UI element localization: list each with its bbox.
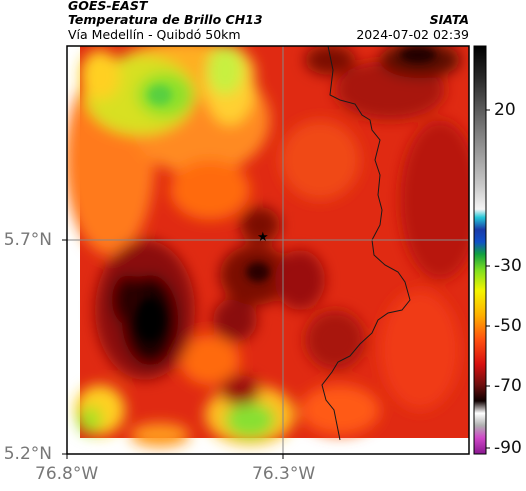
source-label: SIATA [429, 12, 469, 27]
location-marker-icon: ★ [257, 230, 269, 245]
lat-tick-label: 5.7°N [3, 230, 52, 250]
satellite-title: GOES-EAST [68, 0, 148, 13]
axis-ticks [62, 239, 284, 459]
colorbar-tick-label: -30 [494, 256, 522, 276]
lon-tick-label: 76.3°W [252, 464, 316, 484]
colorbar-tick-label: -50 [494, 316, 522, 336]
colorbar-tick-label: -90 [494, 438, 522, 458]
temperature-field [67, 46, 469, 454]
grid-lines [67, 46, 469, 454]
border-lines [321, 46, 411, 441]
map-frame [66, 45, 470, 455]
datetime-label: 2024-07-02 02:39 [356, 27, 469, 42]
lon-tick-label: 76.8°W [35, 464, 99, 484]
colorbar [473, 45, 487, 455]
lat-tick-label: 5.2°N [3, 444, 52, 464]
product-title: Temperatura de Brillo CH13 [68, 12, 263, 27]
colorbar-ticks [486, 109, 490, 449]
colorbar-tick-label: -70 [494, 376, 522, 396]
region-subtitle: Vía Medellín - Quibdó 50km [68, 27, 241, 42]
colorbar-tick-label: 20 [494, 100, 516, 120]
